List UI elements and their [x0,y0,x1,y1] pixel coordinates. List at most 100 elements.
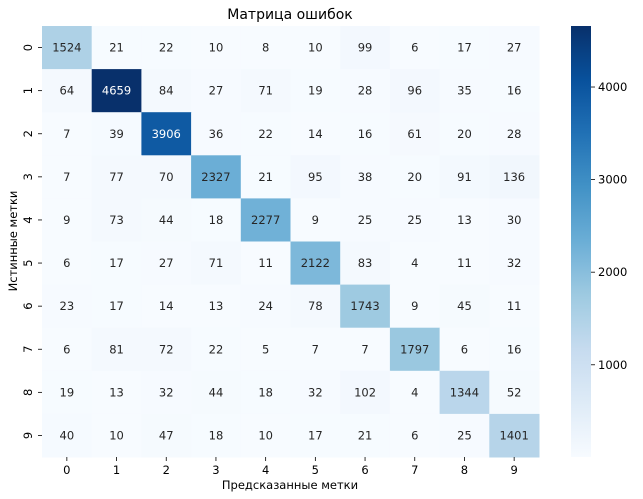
cell-value-label: 27 [507,41,522,55]
heatmap-cell [439,370,490,415]
heatmap-cell [389,413,441,458]
x-axis-ticks: 0 1 2 3 4 5 6 7 8 9 [63,457,518,477]
heatmap-cell [240,241,291,286]
heatmap-cell [91,370,142,415]
heatmap-cell [389,69,441,113]
heatmap-cell [340,112,391,156]
heatmap-cell [240,26,291,70]
heatmap-cell [439,241,490,286]
heatmap-cell [42,69,93,113]
cell-value-label: 38 [358,170,373,184]
heatmap-cell [141,26,192,70]
cell-value-label: 71 [209,256,224,270]
heatmap-cell [340,155,391,199]
heatmap-cell [489,370,540,415]
heatmap-cell [290,413,341,458]
heatmap-cell [240,112,291,156]
cell-value-label: 1524 [52,41,81,55]
cell-value-label: 32 [159,385,174,399]
cell-value-label: 13 [209,299,224,313]
x-tick-label: 4 [262,463,269,477]
heatmap-cell [489,284,540,329]
cell-value-label: 25 [457,428,472,442]
cell-value-label: 91 [457,170,472,184]
heatmap-cell [91,155,142,199]
heatmap-cell [91,327,142,372]
cell-value-label: 44 [209,385,224,399]
cell-value-label: 16 [507,342,522,356]
cell-value-label: 7 [63,170,70,184]
heatmap-cell [91,112,142,156]
cell-value-label: 7 [312,342,319,356]
heatmap-cell [240,69,291,113]
cell-value-label: 3906 [152,127,181,141]
cell-value-label: 72 [159,342,174,356]
cell-value-label: 61 [407,127,422,141]
heatmap-cell [141,370,192,415]
x-tick-label: 9 [510,463,517,477]
cell-value-label: 7 [361,342,368,356]
heatmap-cell [42,198,93,242]
heatmap-cell [191,155,242,199]
cell-value-label: 24 [258,299,273,313]
heatmap-cell [340,413,391,458]
heatmap-cell [290,198,341,242]
cell-value-label: 17 [109,256,124,270]
heatmap-cell [191,26,242,70]
cell-value-label: 9 [63,213,70,227]
heatmap-cell [439,112,490,156]
colorbar-tick-label: 1000 [598,358,627,372]
heatmap-cell [141,155,192,199]
cell-value-label: 6 [63,256,70,270]
heatmap-cell [191,112,242,156]
heatmap-cell [191,198,242,242]
cell-value-label: 14 [159,299,174,313]
heatmap-cell [340,327,391,372]
cell-value-label: 13 [109,385,124,399]
x-axis-label: Предсказанные метки [222,478,358,492]
cell-value-label: 136 [503,170,525,184]
cell-value-label: 71 [258,84,273,98]
y-axis-ticks: 0 1 2 3 4 5 6 7 8 9 [21,44,42,439]
heatmap-cell [91,69,142,113]
cell-value-label: 2327 [201,170,230,184]
cell-value-label: 7 [63,127,70,141]
cell-value-label: 36 [209,127,224,141]
cell-value-label: 64 [60,84,75,98]
heatmap-cell [240,327,291,372]
cell-value-label: 52 [507,385,522,399]
cell-value-label: 27 [209,84,224,98]
cell-value-label: 22 [209,342,224,356]
cell-value-label: 9 [411,299,418,313]
heatmap-cell [439,69,490,113]
x-tick-label: 5 [312,463,319,477]
heatmap-cell [141,69,192,113]
cell-value-label: 25 [358,213,373,227]
x-tick-label: 2 [163,463,170,477]
cell-value-label: 11 [457,256,472,270]
colorbar-tick-label: 3000 [598,173,627,187]
cell-value-label: 6 [63,342,70,356]
cell-value-label: 11 [507,299,522,313]
cell-value-label: 21 [109,41,124,55]
cell-value-label: 17 [109,299,124,313]
cell-value-label: 95 [308,170,323,184]
heatmap-cell [489,327,540,372]
cell-value-label: 102 [354,385,376,399]
heatmap-cell [439,327,490,372]
heatmap-cell [240,413,291,458]
heatmap-cell [191,284,242,329]
heatmap-cell [141,327,192,372]
heatmap-cell [389,198,441,242]
cell-value-label: 4659 [102,84,131,98]
x-tick-label: 1 [113,463,120,477]
heatmap-cell [141,284,192,329]
heatmap-cell [389,155,441,199]
cell-value-label: 11 [258,256,273,270]
cell-value-label: 19 [60,385,75,399]
cell-value-label: 30 [507,213,522,227]
y-tick-label: 3 [21,173,35,180]
heatmap-cell [340,69,391,113]
x-tick-label: 0 [63,463,70,477]
heatmap-cell [489,241,540,286]
